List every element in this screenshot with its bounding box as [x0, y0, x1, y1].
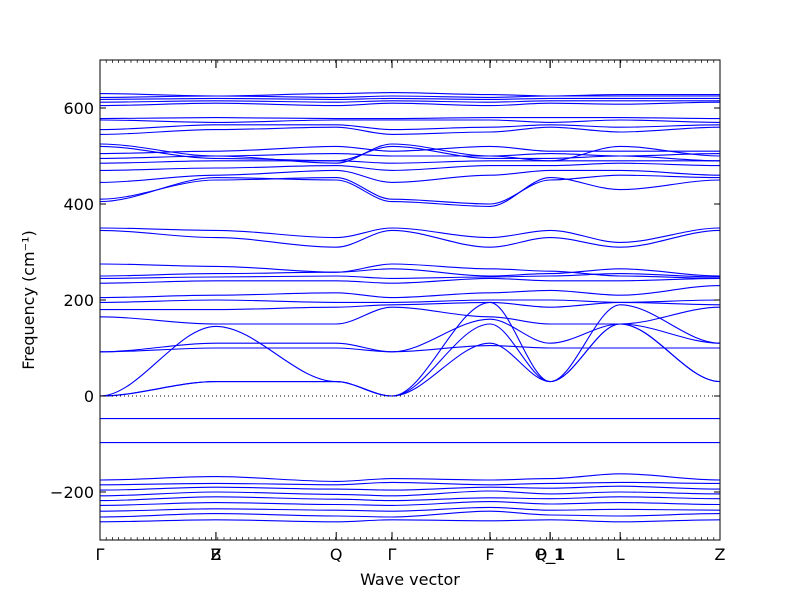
- x-tick-label: L: [616, 545, 625, 564]
- band-line-1: [100, 510, 720, 518]
- band-line-4: [100, 496, 720, 502]
- x-axis-label: Wave vector: [360, 570, 460, 589]
- band-line-5: [100, 490, 720, 497]
- x-tick-label: Z: [715, 545, 726, 564]
- x-tick-label: P_1: [536, 545, 564, 565]
- y-tick-label: 400: [63, 195, 94, 214]
- band-line-41: [100, 97, 720, 100]
- band-line-22: [100, 268, 720, 277]
- x-tick-label: B: [210, 545, 221, 564]
- band-line-16: [100, 306, 720, 325]
- x-tick-label: Q: [330, 545, 343, 564]
- band-line-40: [100, 100, 720, 103]
- x-tick-label: Γ: [388, 545, 397, 564]
- band-line-7: [100, 481, 720, 486]
- band-line-30: [100, 160, 720, 164]
- x-tick-label: F: [485, 545, 494, 564]
- y-tick-label: 200: [63, 291, 94, 310]
- band-line-20: [100, 277, 720, 284]
- band-line-18: [100, 299, 720, 306]
- band-line-43: [100, 92, 720, 97]
- band-line-27: [100, 174, 720, 205]
- band-line-35: [100, 126, 720, 135]
- band-line-37: [100, 119, 720, 123]
- band-line-6: [100, 485, 720, 491]
- band-line-19: [100, 285, 720, 299]
- y-tick-label: 0: [84, 387, 94, 406]
- band-line-26: [100, 177, 720, 207]
- x-tick-label: Z: [210, 545, 221, 564]
- band-line-34: [100, 143, 720, 164]
- band-line-3: [100, 501, 720, 506]
- band-line-29: [100, 162, 720, 171]
- band-line-24: [100, 229, 720, 248]
- band-line-21: [100, 273, 720, 279]
- y-axis-ticks: −200 0 200 400 600: [50, 99, 720, 502]
- band-line-36: [100, 124, 720, 131]
- band-line-2: [100, 506, 720, 512]
- band-line-0: [100, 519, 720, 523]
- y-axis-label: Frequency (cm⁻¹): [19, 230, 38, 369]
- band-line-13: [100, 301, 720, 397]
- band-line-8: [100, 473, 720, 482]
- x-tick-label: Q_1: [535, 545, 566, 565]
- band-line-23: [100, 263, 720, 279]
- band-line-33: [100, 145, 720, 162]
- band-line-39: [100, 101, 720, 107]
- band-line-38: [100, 117, 720, 120]
- y-tick-label: 600: [63, 99, 94, 118]
- x-tick-label: Γ: [96, 545, 105, 564]
- band-line-28: [100, 169, 720, 183]
- band-line-14: [100, 345, 720, 353]
- x-axis-ticks: Γ BZ Q Γ F P_1Q_1 L Z: [96, 60, 726, 565]
- phonon-bands: [100, 92, 720, 523]
- y-tick-label: −200: [50, 483, 94, 502]
- band-line-25: [100, 227, 720, 243]
